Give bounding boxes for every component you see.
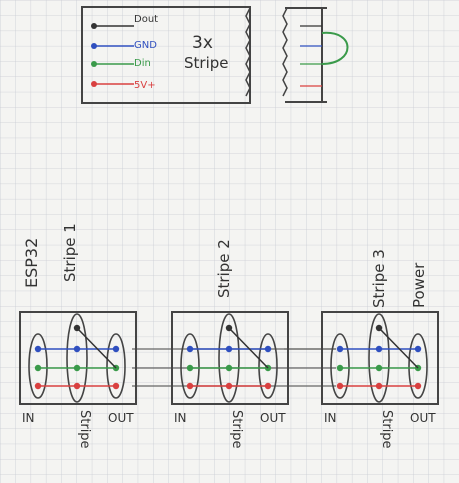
pin-group-out bbox=[258, 333, 278, 399]
board-label-out: OUT bbox=[410, 411, 436, 425]
pin-dot bbox=[336, 382, 344, 390]
pin-dot bbox=[375, 345, 383, 353]
board-outline bbox=[171, 311, 289, 405]
pin-dot bbox=[414, 382, 422, 390]
board-1: IN OUT Stripe bbox=[19, 311, 137, 449]
board-label-stripe: Stripe bbox=[379, 410, 394, 449]
pin-group-out bbox=[106, 333, 126, 399]
pin-dot bbox=[375, 364, 383, 372]
pin-group-in bbox=[180, 333, 200, 399]
board-label-in: IN bbox=[174, 411, 187, 425]
pin-dot bbox=[73, 364, 81, 372]
pin-group-in bbox=[330, 333, 350, 399]
board-label-out: OUT bbox=[108, 411, 134, 425]
pin-dot bbox=[336, 345, 344, 353]
pin-dot bbox=[225, 345, 233, 353]
legend-pin-gnd-label: GND bbox=[134, 40, 157, 51]
board-3: IN OUT Stripe bbox=[321, 311, 439, 449]
board-label-in: IN bbox=[22, 411, 35, 425]
legend-pin-din-label: Din bbox=[134, 58, 151, 69]
pin-group-out bbox=[408, 333, 428, 399]
boards: IN OUT Stripe IN OUT Stripe IN OUT Stripe bbox=[19, 311, 439, 449]
pin-group-stripe bbox=[66, 313, 88, 403]
pin-dot bbox=[34, 364, 42, 372]
board-2: IN OUT Stripe bbox=[171, 311, 289, 449]
pin-dot bbox=[112, 345, 120, 353]
board-label-out: OUT bbox=[260, 411, 286, 425]
pin-dot bbox=[34, 382, 42, 390]
pin-dot bbox=[225, 364, 233, 372]
dout-jumper bbox=[76, 327, 117, 369]
legend-pin-5v: 5V+ bbox=[91, 80, 156, 91]
legend-pin-dout: Dout bbox=[91, 14, 158, 29]
strip-side-view bbox=[282, 7, 349, 103]
pin-dot bbox=[414, 345, 422, 353]
legend-title: 3x bbox=[192, 33, 213, 53]
board-label-stripe: Stripe bbox=[229, 410, 244, 449]
legend-subtitle: Stripe bbox=[184, 54, 229, 72]
label-power: Power bbox=[410, 262, 428, 308]
pin-dot bbox=[225, 382, 233, 390]
board-label-stripe: Stripe bbox=[77, 410, 92, 449]
board-outline bbox=[321, 311, 439, 405]
pin-dot bbox=[186, 345, 194, 353]
pin-dot bbox=[186, 364, 194, 372]
pin-dot bbox=[336, 364, 344, 372]
legend-pin-dout-label: Dout bbox=[134, 14, 158, 25]
label-stripe-1: Stripe 1 bbox=[61, 223, 79, 282]
dout-jumper bbox=[378, 327, 419, 369]
label-esp32: ESP32 bbox=[22, 238, 41, 288]
pin-dot bbox=[186, 382, 194, 390]
label-stripe-3: Stripe 3 bbox=[370, 249, 388, 308]
board-label-in: IN bbox=[324, 411, 337, 425]
legend-pin-din: Din bbox=[91, 58, 151, 69]
legend-box: Dout GND Din 5V+ 3x Stripe bbox=[81, 6, 251, 104]
legend-pin-gnd: GND bbox=[91, 40, 157, 51]
pin-dot bbox=[73, 345, 81, 353]
pin-group-stripe bbox=[368, 313, 390, 403]
pin-dot bbox=[34, 345, 42, 353]
pin-dot bbox=[375, 382, 383, 390]
pin-dot bbox=[264, 382, 272, 390]
label-stripe-2: Stripe 2 bbox=[215, 239, 233, 298]
pin-dot bbox=[73, 382, 81, 390]
pin-dot bbox=[264, 345, 272, 353]
legend-pin-5v-label: 5V+ bbox=[134, 80, 156, 91]
pin-group-stripe bbox=[218, 313, 240, 403]
pin-group-in bbox=[28, 333, 48, 399]
pin-dot bbox=[112, 382, 120, 390]
dout-jumper bbox=[228, 327, 269, 369]
board-outline bbox=[19, 311, 137, 405]
